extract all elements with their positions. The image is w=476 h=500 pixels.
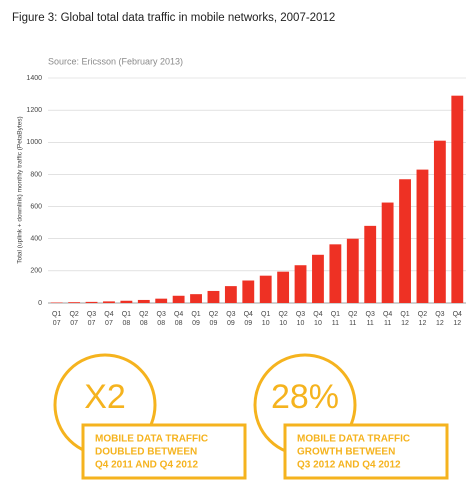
x-tick-label: Q3 — [435, 311, 444, 318]
y-tick-label: 1000 — [26, 139, 42, 146]
x-tick-label: Q4 — [383, 311, 392, 318]
callout-text: MOBILE DATA TRAFFIC — [95, 434, 208, 445]
callout-text: Q4 2011 AND Q4 2012 — [95, 460, 198, 471]
y-tick-label: 600 — [30, 203, 42, 210]
callout-box — [81, 423, 247, 480]
callout-text: MOBILE DATA TRAFFIC — [297, 434, 410, 445]
x-tick-label: Q3 — [157, 311, 166, 318]
x-tick-label: 08 — [175, 320, 183, 327]
bar — [312, 254, 324, 303]
x-tick-label: Q3 — [87, 311, 96, 318]
x-tick-label: 07 — [53, 320, 61, 327]
callout-text: GROWTH BETWEEN — [297, 447, 395, 458]
bar — [137, 299, 150, 303]
x-tick-label: 09 — [227, 320, 235, 327]
x-tick-label: 07 — [70, 320, 78, 327]
x-tick-label: 12 — [401, 320, 409, 327]
x-tick-label: 11 — [384, 320, 391, 327]
chart-subtitle: Source: Ericsson (February 2013) — [48, 56, 183, 66]
x-tick-label: 09 — [192, 320, 200, 327]
x-tick-label: Q2 — [278, 311, 287, 318]
callout-text: DOUBLED BETWEEN — [95, 447, 197, 458]
bar — [68, 302, 81, 303]
bar — [364, 225, 377, 303]
x-tick-label: 10 — [297, 320, 305, 327]
bar — [294, 265, 307, 303]
bar — [207, 290, 220, 303]
callout-figure: X2 — [84, 378, 126, 416]
x-tick-label: 09 — [210, 320, 218, 327]
chart-title: Figure 3: Global total data traffic in m… — [12, 12, 335, 24]
x-tick-label: Q1 — [331, 311, 340, 318]
x-tick-label: 07 — [88, 320, 96, 327]
y-axis-label: Total (uplink + downlink) monthly traffi… — [17, 116, 24, 263]
x-tick-label: 08 — [140, 320, 148, 327]
y-tick-label: 200 — [30, 268, 42, 275]
x-tick-label: 12 — [453, 320, 461, 327]
y-tick-label: 1400 — [26, 75, 42, 82]
x-tick-label: 12 — [419, 320, 427, 327]
y-tick-label: 800 — [30, 171, 42, 178]
bar — [399, 179, 411, 303]
x-tick-label: 08 — [122, 320, 130, 327]
bar — [103, 301, 115, 303]
bar — [190, 294, 202, 303]
x-tick-label: Q4 — [453, 311, 462, 318]
x-tick-label: Q1 — [122, 311, 131, 318]
x-tick-label: 10 — [279, 320, 287, 327]
bar — [277, 271, 290, 303]
bar — [224, 286, 237, 303]
x-tick-label: 11 — [332, 320, 339, 327]
bar — [381, 202, 394, 303]
bar — [329, 244, 342, 303]
callout-text: Q3 2012 AND Q4 2012 — [297, 460, 401, 471]
bar — [242, 280, 255, 303]
x-tick-label: Q3 — [366, 311, 375, 318]
x-tick-label: Q2 — [209, 311, 218, 318]
y-tick-label: 400 — [30, 236, 42, 243]
bar — [85, 301, 98, 303]
x-tick-label: Q4 — [244, 311, 253, 318]
x-tick-label: Q4 — [313, 311, 322, 318]
bar — [433, 140, 446, 303]
y-tick-label: 1200 — [26, 107, 42, 114]
x-tick-label: Q3 — [296, 311, 305, 318]
x-tick-label: Q2 — [348, 311, 357, 318]
x-tick-label: Q4 — [174, 311, 183, 318]
x-tick-label: 07 — [105, 320, 113, 327]
bar — [172, 295, 185, 303]
x-tick-label: Q1 — [52, 311, 61, 318]
x-tick-label: 09 — [244, 320, 252, 327]
x-tick-label: Q1 — [400, 311, 409, 318]
x-tick-label: Q4 — [104, 311, 113, 318]
bar — [346, 238, 359, 303]
x-tick-label: Q2 — [69, 311, 78, 318]
y-tick-label: 0 — [38, 300, 42, 307]
x-tick-label: 10 — [314, 320, 322, 327]
callout-figure: 28% — [271, 378, 339, 416]
x-tick-label: Q2 — [418, 311, 427, 318]
x-tick-label: 08 — [157, 320, 165, 327]
bar — [259, 275, 272, 303]
x-tick-label: 10 — [262, 320, 270, 327]
x-tick-label: Q1 — [261, 311, 270, 318]
x-tick-label: 11 — [367, 320, 374, 327]
callout-box — [283, 423, 449, 480]
bar — [451, 95, 464, 303]
bar — [120, 300, 133, 303]
x-tick-label: Q2 — [139, 311, 148, 318]
x-tick-label: Q3 — [226, 311, 235, 318]
bar — [155, 298, 168, 303]
x-tick-label: Q1 — [191, 311, 200, 318]
x-tick-label: 12 — [436, 320, 444, 327]
x-tick-label: 11 — [349, 320, 356, 327]
bar — [416, 169, 429, 303]
